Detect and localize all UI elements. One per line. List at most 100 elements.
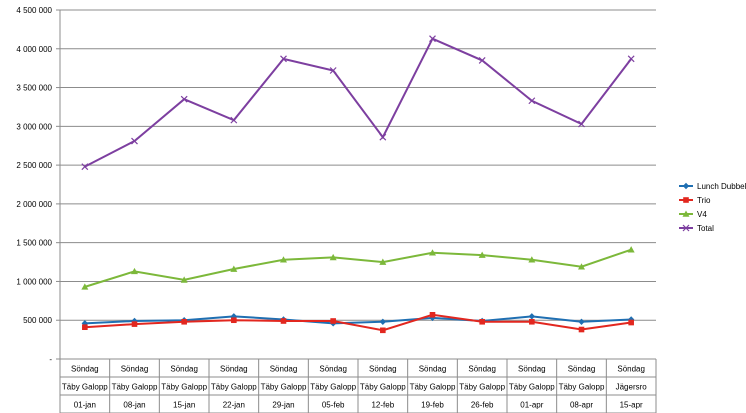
data-point: [81, 163, 89, 171]
x-tick-label-day: Söndag: [468, 365, 496, 374]
data-point: [180, 95, 188, 103]
data-point-stroke: [429, 35, 436, 43]
y-tick-label: 1 500 000: [16, 239, 52, 248]
x-tick-label-track: Täby Galopp: [360, 383, 406, 392]
x-tick-label-date: 08-jan: [123, 401, 145, 410]
x-tick-label-track: Täby Galopp: [410, 383, 456, 392]
data-point-stroke: [329, 67, 337, 74]
x-tick-label-track: Täby Galopp: [62, 383, 108, 392]
x-tick-label-date: 05-feb: [322, 401, 345, 410]
x-tick-label-track: Täby Galopp: [261, 383, 307, 392]
x-tick-label-day: Söndag: [71, 365, 99, 374]
data-point-stroke: [578, 120, 585, 128]
data-point: [379, 318, 387, 325]
data-point: [528, 313, 536, 320]
data-point: [131, 317, 138, 325]
x-tick-label-day: Söndag: [419, 365, 447, 374]
x-tick-label-date: 19-feb: [421, 401, 444, 410]
data-point: [578, 263, 585, 270]
series-line: [84, 37, 632, 168]
data-point: [181, 318, 187, 325]
data-point: [280, 55, 287, 63]
x-tick-label-date: 01-apr: [520, 401, 543, 410]
gridlines: [60, 9, 656, 360]
x-tick-label-date: 29-jan: [272, 401, 294, 410]
data-point: [478, 56, 486, 64]
y-tick-label: -: [49, 355, 52, 364]
x-tick-label-date: 15-apr: [620, 401, 643, 410]
data-point-stroke: [627, 55, 635, 63]
x-tick-label-track: Täby Galopp: [211, 383, 257, 392]
data-point: [380, 327, 386, 334]
legend-item: Total: [679, 224, 714, 233]
y-tick-label: 3 000 000: [16, 122, 52, 131]
data-point: [81, 283, 89, 290]
legend-item: V4: [679, 210, 707, 219]
data-point-stroke: [131, 137, 138, 145]
data-point: [131, 267, 138, 275]
x-tick-label-date: 12-feb: [371, 401, 394, 410]
data-point: [379, 258, 387, 265]
x-tick-label-track: Täby Galopp: [161, 383, 207, 392]
data-point: [683, 197, 689, 203]
data-point: [280, 318, 287, 324]
x-tick-label-day: Söndag: [319, 365, 347, 374]
y-tick-label: 500 000: [23, 316, 52, 325]
series-total: [81, 35, 635, 171]
x-tick-label-track: Täby Galopp: [310, 383, 356, 392]
y-tick-label: 3 500 000: [16, 84, 52, 93]
data-point: [429, 311, 436, 318]
data-point: [131, 321, 138, 327]
series-lines: [81, 35, 635, 334]
data-point: [478, 251, 486, 258]
data-point: [379, 133, 387, 141]
data-point-stroke: [478, 56, 486, 64]
data-point: [578, 318, 585, 325]
x-tick-label-date: 08-apr: [570, 401, 593, 410]
data-point: [578, 120, 585, 128]
y-tick-label: 2 500 000: [16, 161, 52, 170]
series-trio: [82, 311, 634, 334]
legend-item: Lunch Dubbel: [679, 182, 746, 191]
data-point: [528, 256, 536, 263]
data-point: [682, 182, 690, 190]
series-v4: [81, 246, 635, 290]
x-tick-label-day: Söndag: [270, 365, 298, 374]
data-point: [329, 253, 337, 261]
data-point: [230, 265, 238, 272]
data-point: [230, 116, 238, 124]
data-point: [578, 326, 585, 333]
data-point: [82, 324, 88, 331]
y-tick-label: 2 000 000: [16, 200, 52, 209]
x-tick-label-day: Söndag: [518, 365, 546, 374]
data-point: [682, 224, 690, 232]
x-tick-label-date: 22-jan: [223, 401, 245, 410]
data-point: [627, 55, 635, 63]
y-tick-label: 4 000 000: [16, 45, 52, 54]
data-point: [180, 276, 188, 283]
legend: Lunch Dubbel Trio V4 Total: [679, 182, 746, 233]
data-point: [429, 249, 436, 256]
data-point: [231, 317, 237, 324]
y-tick-label: 1 000 000: [16, 277, 52, 286]
x-tick-label-track: Täby Galopp: [459, 383, 505, 392]
data-point-stroke: [528, 97, 536, 105]
x-tick-label-track: Täby Galopp: [509, 383, 555, 392]
legend-label: Lunch Dubbel: [697, 182, 746, 191]
x-tick-label-day: Söndag: [220, 365, 248, 374]
data-point-stroke: [682, 224, 690, 232]
data-point-stroke: [280, 55, 287, 63]
data-point: [627, 246, 635, 253]
data-point: [330, 318, 336, 324]
x-tick-label-date: 01-jan: [74, 401, 96, 410]
x-tick-label-day: Söndag: [170, 365, 198, 374]
y-axis: - 500 000 1 000 000 1 500 000 2 000 000 2 500…: [16, 6, 60, 364]
plot-area-frame: [59, 10, 657, 413]
series-line: [84, 313, 632, 332]
data-point: [280, 256, 287, 263]
x-axis: Söndag Täby Galopp 01-jan Söndag Täby Galopp…: [59, 358, 657, 413]
data-point: [529, 318, 535, 325]
legend-label: Total: [697, 224, 714, 233]
series-line: [84, 315, 632, 325]
